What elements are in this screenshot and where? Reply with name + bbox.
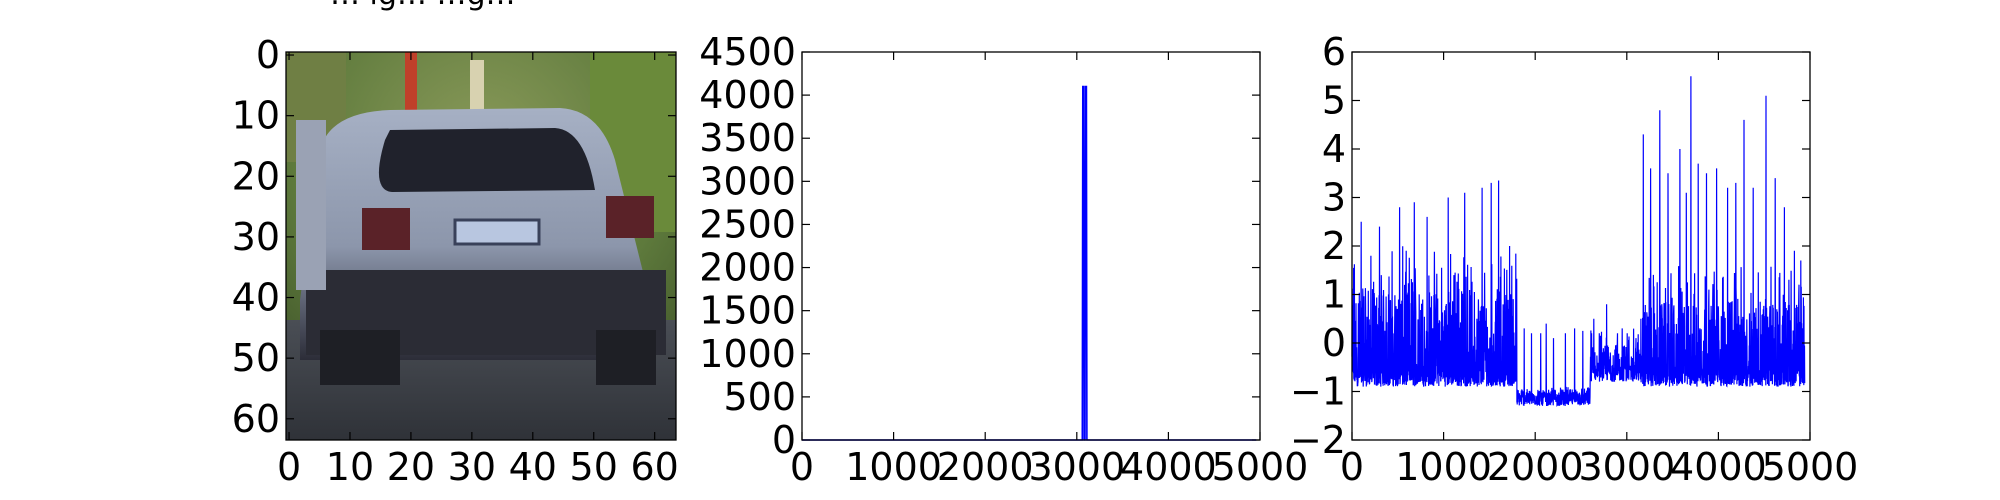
image-y-tick-label: 10 [232,94,280,138]
counts-y-tick-label: 500 [723,375,796,419]
features-line-subplot [1351,51,1811,441]
image-y-tick-label: 20 [232,154,280,198]
features-y-tick-label: 6 [1322,30,1346,74]
image-x-tick-label: 30 [448,445,496,489]
features-x-tick-label: 0 [1340,445,1364,489]
image-y-tick-label: 30 [232,215,280,259]
counts-series-path [802,85,1257,441]
image-x-tick-label: 10 [326,445,374,489]
counts-y-tick-label: 0 [772,418,796,462]
counts-x-tick-label: 5000 [1212,445,1309,489]
counts-y-tick-label: 3000 [699,159,796,203]
counts-y-tick-label: 3500 [699,116,796,160]
features-y-tick-label: 1 [1322,273,1346,317]
counts-y-tick-label: 2000 [699,246,796,290]
features-y-tick-label: 5 [1322,79,1346,123]
counts-x-tick-label: 4000 [1120,445,1217,489]
features-y-tick-label: 0 [1322,321,1346,365]
features-y-tick-label: 2 [1322,224,1346,268]
counts-x-tick-label: 0 [790,445,814,489]
counts-y-tick-label: 4500 [699,30,796,74]
features-y-tick-label: 4 [1322,127,1346,171]
features-y-tick-label: −2 [1290,418,1346,462]
counts-line-subplot [801,51,1261,441]
counts-x-tick-label: 1000 [845,445,942,489]
features-x-tick-label: 3000 [1578,445,1675,489]
features-y-tick-label: −1 [1290,370,1346,414]
features-series-line [1351,76,1806,407]
image-x-tick-label: 40 [509,445,557,489]
features-y-tick-label: 3 [1322,176,1346,220]
features-x-tick-label: 1000 [1395,445,1492,489]
features-x-tick-label: 5000 [1762,445,1859,489]
image-x-tick-label: 50 [570,445,618,489]
figure-title-fragment: … ig… …g… [330,0,516,12]
image-y-tick-label: 0 [256,33,280,77]
counts-y-tick-label: 1500 [699,289,796,333]
image-y-tick-label: 50 [232,336,280,380]
car-image [286,52,676,440]
image-y-tick-label: 40 [232,276,280,320]
counts-y-tick-label: 4000 [699,73,796,117]
counts-y-tick-label: 1000 [699,332,796,376]
counts-series-line [802,85,1257,441]
image-subplot [285,51,677,441]
counts-x-tick-label: 3000 [1028,445,1125,489]
counts-y-tick-label: 2500 [699,202,796,246]
image-x-tick-label: 60 [630,445,678,489]
image-x-tick-label: 0 [277,445,301,489]
image-x-tick-label: 20 [387,445,435,489]
features-series-path [1351,76,1806,407]
features-x-tick-label: 2000 [1487,445,1584,489]
counts-x-tick-label: 2000 [937,445,1034,489]
features-x-tick-label: 4000 [1670,445,1767,489]
image-y-tick-label: 60 [232,397,280,441]
